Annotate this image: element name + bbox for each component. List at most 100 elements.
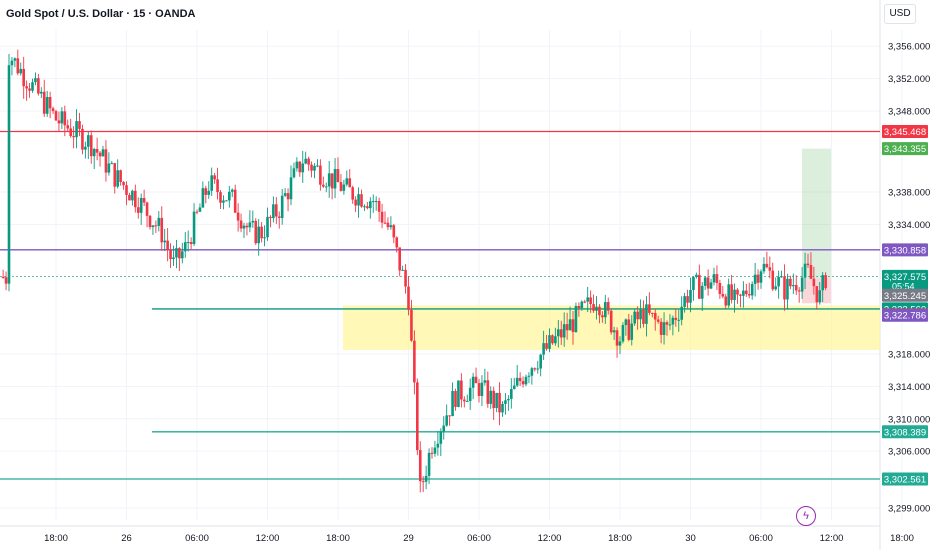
candle-body: [539, 354, 542, 369]
level-price-tag: 3,330.858: [884, 245, 926, 256]
time-tick-label: 26: [121, 533, 132, 544]
candle-body: [800, 277, 804, 292]
candle-body: [145, 202, 149, 216]
candle-body: [154, 225, 158, 227]
candle-body: [269, 216, 272, 219]
candle-body: [204, 188, 208, 195]
candle-body: [40, 91, 43, 94]
price-tag: 3,325.245: [884, 291, 926, 302]
candle-body: [777, 276, 780, 287]
candle-body: [803, 263, 807, 278]
candle-body: [815, 286, 819, 303]
currency-button[interactable]: USD: [884, 4, 916, 24]
candle-body: [812, 278, 816, 287]
candle-body: [345, 178, 349, 185]
candle-body: [207, 190, 211, 195]
price-tag-bg: [882, 269, 928, 292]
candle-body: [645, 304, 648, 324]
candle-body: [160, 217, 164, 243]
level-price-tag-bg: [882, 425, 928, 439]
candle-body: [398, 247, 401, 271]
candle-body: [768, 267, 772, 271]
candle-body: [178, 248, 181, 259]
candle-body: [527, 375, 531, 377]
candle-body: [181, 251, 184, 259]
candle-body: [351, 187, 354, 200]
time-tick-label: 12:00: [820, 533, 844, 544]
candle-body: [451, 390, 454, 417]
symbol-title[interactable]: Gold Spot / U.S. Dollar · 15 · OANDA: [6, 8, 196, 20]
candle-body: [216, 179, 219, 193]
candle-body: [213, 175, 216, 180]
candle-body: [695, 274, 698, 277]
candle-body: [571, 319, 575, 333]
candle-body: [750, 283, 754, 296]
candle-body: [151, 225, 155, 228]
candle-body: [283, 193, 287, 196]
candle-body: [298, 161, 302, 173]
candle-body: [131, 190, 134, 201]
candle-body: [630, 323, 634, 340]
candle-body: [92, 148, 96, 157]
candle-body: [78, 121, 81, 129]
candle-body: [515, 377, 519, 386]
candle-body: [192, 211, 196, 245]
price-tag-countdown: 05:54: [892, 281, 915, 291]
candle-body: [574, 305, 578, 333]
candle-body: [510, 388, 513, 399]
candle-body: [128, 194, 131, 201]
candle-body: [148, 215, 152, 228]
candle-body: [489, 390, 493, 404]
time-tick-label: 29: [403, 533, 414, 544]
candle-body: [327, 173, 331, 187]
candle-body: [606, 302, 610, 311]
candle-body: [439, 431, 443, 444]
candle-body: [706, 277, 710, 289]
candle-body: [601, 315, 604, 318]
candle-body: [712, 274, 716, 283]
candle-body: [51, 108, 55, 112]
candle-body: [201, 188, 205, 208]
candle-body: [304, 158, 307, 164]
candle-body: [395, 237, 399, 248]
candle-body: [310, 164, 313, 171]
candle-body: [316, 165, 319, 167]
candle-body: [42, 91, 46, 114]
candle-body: [75, 121, 78, 138]
candle-body: [562, 324, 566, 338]
candle-body: [533, 368, 537, 370]
price-tag-bg: [882, 142, 928, 156]
candle-body: [87, 135, 90, 147]
candle-body: [463, 399, 466, 402]
candle-body: [542, 343, 545, 355]
time-tick-label: 06:00: [185, 533, 209, 544]
price-tick-label: 3,356.000: [888, 42, 930, 53]
lightning-icon[interactable]: ϟ: [796, 506, 816, 526]
candle-body: [183, 242, 187, 252]
candle-body: [401, 269, 404, 271]
time-tick-label: 30: [685, 533, 696, 544]
candle-body: [57, 120, 61, 124]
candle-body: [292, 168, 296, 178]
candle-body: [656, 319, 660, 322]
candle-body: [119, 170, 122, 183]
candle-body: [277, 216, 281, 218]
candle-body: [507, 398, 510, 401]
candle-body: [360, 194, 363, 207]
price-tick-label: 3,338.000: [888, 187, 930, 198]
time-tick-label: 12:00: [538, 533, 562, 544]
candle-body: [60, 111, 64, 124]
candle-body: [780, 276, 783, 278]
candle-body: [774, 286, 777, 290]
candle-body: [821, 275, 824, 291]
candle-body: [110, 163, 114, 165]
candle-body: [142, 197, 146, 203]
candle-body: [627, 319, 631, 340]
candle-body: [424, 475, 428, 482]
candle-body: [333, 169, 337, 189]
candle-body: [668, 324, 672, 326]
candle-body: [448, 415, 451, 417]
candle-body: [483, 380, 487, 383]
candle-body: [536, 368, 540, 370]
